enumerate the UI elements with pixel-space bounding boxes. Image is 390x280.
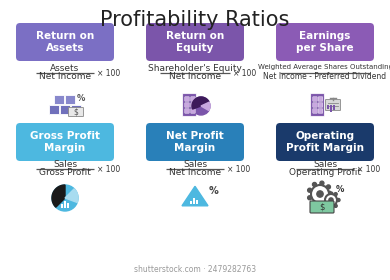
Text: %: % bbox=[77, 94, 85, 103]
Bar bbox=[333, 105, 335, 110]
Text: Earnings
per Share: Earnings per Share bbox=[296, 31, 354, 53]
FancyBboxPatch shape bbox=[71, 106, 82, 115]
Bar bbox=[330, 105, 332, 112]
FancyBboxPatch shape bbox=[313, 103, 317, 107]
Text: Gross Profit: Gross Profit bbox=[39, 168, 91, 177]
FancyBboxPatch shape bbox=[318, 103, 323, 107]
Circle shape bbox=[317, 191, 323, 197]
FancyBboxPatch shape bbox=[69, 108, 83, 116]
Circle shape bbox=[323, 195, 326, 198]
Polygon shape bbox=[65, 189, 78, 202]
Circle shape bbox=[329, 198, 333, 202]
FancyBboxPatch shape bbox=[50, 106, 60, 115]
Text: × 100: × 100 bbox=[227, 165, 250, 174]
Text: Sales: Sales bbox=[313, 160, 337, 169]
Circle shape bbox=[326, 199, 330, 203]
Text: Sales: Sales bbox=[53, 160, 77, 169]
Text: × 100: × 100 bbox=[97, 165, 120, 174]
Circle shape bbox=[323, 202, 326, 205]
Circle shape bbox=[308, 188, 312, 192]
Text: Assets: Assets bbox=[50, 64, 80, 73]
Text: × 100: × 100 bbox=[233, 69, 256, 78]
FancyBboxPatch shape bbox=[191, 103, 195, 107]
Bar bbox=[193, 198, 195, 204]
FancyBboxPatch shape bbox=[146, 23, 244, 61]
Bar bbox=[190, 201, 192, 204]
Circle shape bbox=[312, 202, 317, 206]
FancyBboxPatch shape bbox=[146, 123, 244, 161]
Text: Shareholder's Equity: Shareholder's Equity bbox=[148, 64, 242, 73]
Text: %: % bbox=[336, 185, 344, 194]
FancyBboxPatch shape bbox=[191, 109, 195, 113]
Circle shape bbox=[328, 191, 331, 194]
FancyBboxPatch shape bbox=[55, 95, 64, 104]
Text: Net Profit
Margin: Net Profit Margin bbox=[166, 131, 224, 153]
FancyBboxPatch shape bbox=[191, 97, 195, 101]
Text: Operating
Profit Margin: Operating Profit Margin bbox=[286, 131, 364, 153]
Circle shape bbox=[334, 204, 337, 207]
FancyBboxPatch shape bbox=[66, 95, 76, 104]
Text: × 100: × 100 bbox=[97, 69, 120, 78]
Text: $: $ bbox=[74, 108, 78, 116]
Circle shape bbox=[334, 193, 337, 196]
FancyBboxPatch shape bbox=[313, 97, 317, 101]
Bar bbox=[61, 204, 63, 208]
FancyBboxPatch shape bbox=[311, 94, 324, 116]
Text: Net Income: Net Income bbox=[39, 72, 91, 81]
Circle shape bbox=[312, 183, 317, 186]
FancyBboxPatch shape bbox=[313, 109, 317, 113]
Text: Gross Profit
Margin: Gross Profit Margin bbox=[30, 131, 100, 153]
FancyBboxPatch shape bbox=[185, 109, 189, 113]
Text: %: % bbox=[209, 186, 219, 197]
Circle shape bbox=[192, 97, 210, 115]
Polygon shape bbox=[52, 185, 65, 207]
Circle shape bbox=[326, 185, 330, 189]
Circle shape bbox=[308, 196, 312, 200]
Text: × 100: × 100 bbox=[357, 165, 380, 174]
Text: Return on
Equity: Return on Equity bbox=[166, 31, 224, 53]
Text: Weighted Average Shares Outstanding: Weighted Average Shares Outstanding bbox=[257, 64, 390, 70]
Circle shape bbox=[328, 206, 331, 209]
FancyBboxPatch shape bbox=[318, 97, 323, 101]
Bar bbox=[196, 200, 198, 204]
Text: Return on
Assets: Return on Assets bbox=[36, 31, 94, 53]
Polygon shape bbox=[192, 97, 209, 109]
FancyBboxPatch shape bbox=[185, 103, 189, 107]
FancyBboxPatch shape bbox=[276, 123, 374, 161]
Text: Profitability Ratios: Profitability Ratios bbox=[100, 10, 290, 30]
FancyBboxPatch shape bbox=[326, 99, 340, 111]
Text: $: $ bbox=[319, 202, 325, 211]
Circle shape bbox=[52, 185, 78, 211]
Circle shape bbox=[311, 185, 329, 203]
FancyBboxPatch shape bbox=[60, 106, 71, 115]
Text: Sales: Sales bbox=[183, 160, 207, 169]
FancyBboxPatch shape bbox=[318, 109, 323, 113]
FancyBboxPatch shape bbox=[185, 97, 189, 101]
Circle shape bbox=[325, 194, 337, 206]
Bar bbox=[327, 105, 329, 109]
FancyBboxPatch shape bbox=[16, 123, 114, 161]
Text: Net Income - Preferred Dividend: Net Income - Preferred Dividend bbox=[263, 72, 386, 81]
Circle shape bbox=[320, 203, 324, 207]
Text: Net Income: Net Income bbox=[169, 168, 221, 177]
Circle shape bbox=[320, 181, 324, 185]
FancyBboxPatch shape bbox=[276, 23, 374, 61]
Text: Operating Profit: Operating Profit bbox=[289, 168, 361, 177]
FancyBboxPatch shape bbox=[16, 23, 114, 61]
FancyBboxPatch shape bbox=[310, 201, 334, 213]
FancyBboxPatch shape bbox=[183, 94, 196, 116]
Bar bbox=[64, 201, 66, 208]
Text: shutterstock.com · 2479282763: shutterstock.com · 2479282763 bbox=[134, 265, 256, 274]
Circle shape bbox=[337, 199, 340, 202]
Polygon shape bbox=[201, 102, 210, 111]
Text: Net Income: Net Income bbox=[169, 72, 221, 81]
Circle shape bbox=[329, 192, 333, 196]
Bar bbox=[67, 203, 69, 208]
Polygon shape bbox=[182, 186, 208, 206]
